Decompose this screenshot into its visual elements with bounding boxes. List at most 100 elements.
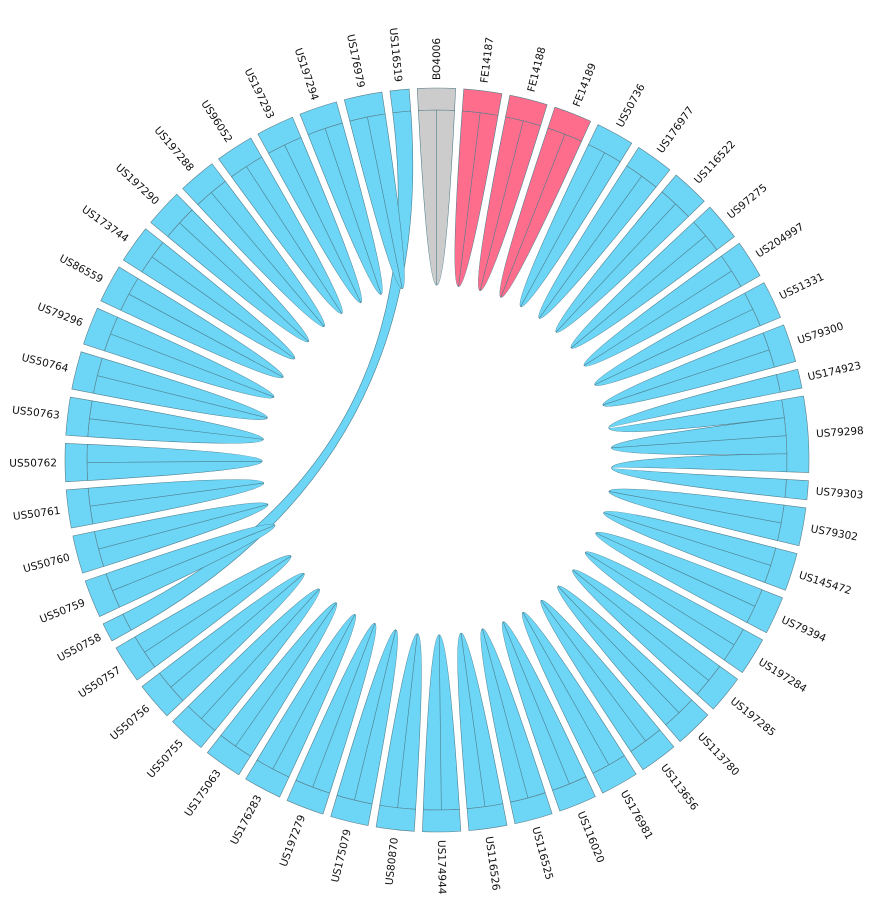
node-label-US176283: US176283 — [228, 793, 264, 847]
node-label-US116020: US116020 — [575, 810, 607, 865]
node-label-US176981: US176981 — [618, 788, 655, 841]
node-arc-US176981 — [592, 755, 637, 794]
node-arc-US176979 — [343, 91, 386, 122]
node-arc-US116020 — [552, 776, 596, 812]
node-arc-US173744 — [122, 228, 164, 273]
node-label-US96052: US96052 — [198, 98, 234, 145]
node-arc-US204997 — [720, 242, 761, 287]
node-label-US50755: US50755 — [145, 737, 186, 780]
node-label-US116526: US116526 — [483, 836, 502, 892]
node-arc-US176283 — [245, 759, 290, 798]
ribbon-layer — [86, 109, 788, 811]
node-arc-US79296 — [83, 307, 118, 352]
node-label-US116519: US116519 — [387, 27, 404, 82]
node-arc-US197290 — [150, 193, 193, 237]
node-label-US86559: US86559 — [57, 253, 105, 286]
node-label-US50758: US50758 — [56, 631, 104, 664]
node-arc-US50763 — [65, 396, 93, 438]
ribbon-BO4006-BO4006 — [418, 109, 455, 286]
node-label-US197284: US197284 — [756, 656, 809, 695]
node-label-US79394: US79394 — [779, 614, 828, 645]
node-label-US50736: US50736 — [614, 82, 648, 130]
node-arc-BO4006 — [416, 87, 456, 111]
node-arc-US50755 — [172, 705, 216, 748]
node-label-US176977: US176977 — [655, 104, 697, 155]
node-label-US175079: US175079 — [329, 828, 353, 884]
node-arc-US116519 — [389, 88, 412, 114]
node-arc-US79303 — [784, 479, 809, 501]
node-arc-US174944 — [422, 808, 462, 833]
node-arc-US50759 — [84, 573, 120, 617]
node-arc-FE14187 — [461, 88, 503, 116]
node-arc-US174923 — [776, 368, 803, 393]
node-label-US50763: US50763 — [11, 404, 60, 422]
arc-layer — [64, 87, 810, 833]
node-label-US50757: US50757 — [77, 664, 124, 700]
node-label-US173744: US173744 — [79, 204, 131, 246]
node-label-US197294: US197294 — [292, 47, 321, 103]
node-label-FE14188: FE14188 — [525, 46, 548, 94]
node-arc-US50761 — [65, 487, 94, 529]
node-arc-US50760 — [72, 531, 104, 574]
node-arc-US197294 — [299, 101, 343, 135]
node-arc-US116525 — [510, 792, 553, 825]
node-arc-US96052 — [218, 137, 263, 178]
node-label-US80870: US80870 — [384, 837, 401, 886]
node-label-BO4006: BO4006 — [431, 38, 443, 80]
node-label-US79302: US79302 — [810, 523, 859, 543]
node-label-US113656: US113656 — [658, 762, 700, 813]
node-arc-FE14188 — [505, 94, 548, 127]
node-label-US175063: US175063 — [182, 768, 223, 819]
node-arc-US80870 — [375, 804, 416, 832]
node-arc-US197288 — [182, 163, 226, 206]
node-label-US79296: US79296 — [36, 301, 85, 330]
node-arc-US116522 — [661, 174, 705, 217]
node-arc-US79300 — [762, 324, 797, 368]
node-arc-US197285 — [696, 665, 738, 710]
node-label-US50759: US50759 — [38, 597, 87, 626]
node-arc-US175063 — [206, 734, 251, 776]
node-arc-US116526 — [466, 803, 508, 831]
node-arc-US113780 — [665, 699, 709, 743]
node-arc-US175079 — [330, 795, 373, 826]
node-arc-FE14189 — [547, 106, 592, 142]
node-label-US204997: US204997 — [754, 221, 806, 260]
node-label-FE14187: FE14187 — [479, 37, 497, 84]
node-arc-US197284 — [723, 628, 763, 673]
node-label-US50761: US50761 — [12, 505, 61, 523]
node-label-US116525: US116525 — [529, 826, 555, 882]
node-label-US176979: US176979 — [344, 33, 367, 89]
node-arc-US50762 — [64, 443, 88, 483]
node-arc-US50764 — [71, 351, 103, 394]
node-arc-US97275 — [693, 206, 735, 251]
node-label-US145472: US145472 — [797, 569, 853, 597]
node-arc-US197293 — [257, 116, 302, 154]
node-label-US79298: US79298 — [816, 425, 864, 440]
node-label-US197285: US197285 — [728, 695, 778, 739]
node-label-US197279: US197279 — [278, 813, 309, 868]
node-arc-US79298 — [781, 395, 810, 473]
node-label-US113780: US113780 — [695, 731, 741, 779]
node-label-US51331: US51331 — [778, 271, 826, 302]
node-label-FE14189: FE14189 — [571, 61, 599, 108]
node-label-US174923: US174923 — [807, 360, 863, 384]
node-label-US197290: US197290 — [113, 162, 161, 208]
node-label-US197293: US197293 — [242, 67, 277, 121]
node-arc-US79302 — [777, 504, 807, 547]
node-label-US50762: US50762 — [9, 457, 57, 469]
node-label-US97275: US97275 — [725, 182, 769, 222]
node-arc-US50757 — [115, 636, 156, 681]
ribbon-US174944-US174944 — [422, 634, 460, 811]
node-label-US79300: US79300 — [796, 320, 845, 346]
node-arc-US113656 — [630, 729, 675, 771]
node-arc-US145472 — [764, 547, 798, 591]
node-label-US50756: US50756 — [108, 702, 152, 742]
node-arc-US197279 — [286, 779, 331, 815]
node-label-US174944: US174944 — [435, 840, 448, 895]
node-arc-US79394 — [746, 589, 783, 634]
ribbon-US50762-US50762 — [86, 444, 263, 481]
node-label-US116522: US116522 — [692, 138, 738, 186]
node-arc-US50756 — [141, 672, 184, 717]
node-label-US50760: US50760 — [22, 552, 71, 576]
